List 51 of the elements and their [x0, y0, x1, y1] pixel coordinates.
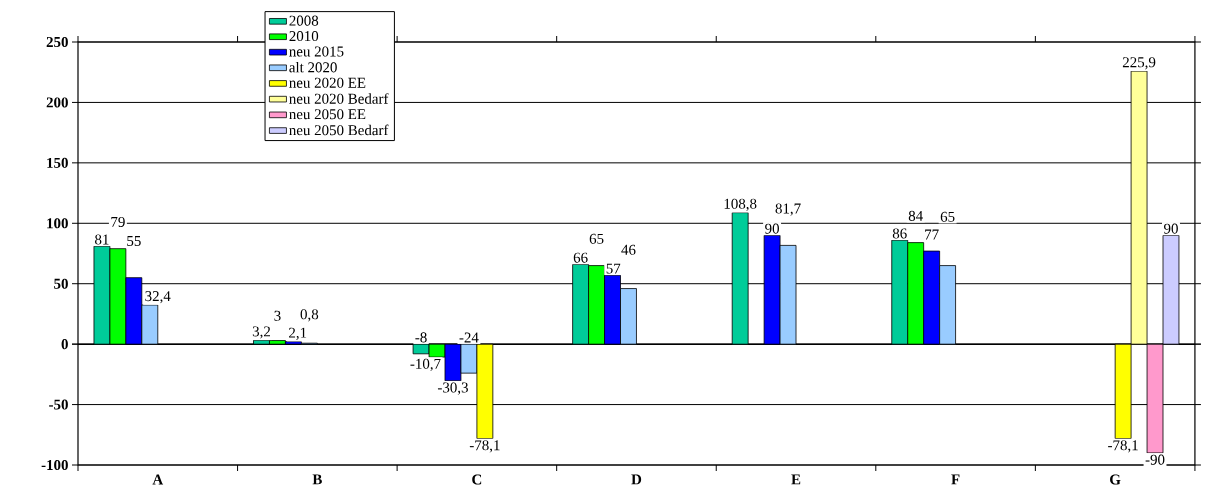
data-label: 57	[606, 263, 621, 274]
data-label: 84	[908, 210, 923, 221]
data-label: 65	[940, 211, 955, 222]
x-tick-label: G	[1110, 474, 1121, 485]
data-label: 65	[589, 233, 604, 244]
data-label: -30,3	[437, 382, 468, 395]
data-label: 2,1	[289, 327, 307, 340]
data-label: 3	[274, 310, 281, 321]
x-tick-label: C	[472, 474, 482, 485]
data-label: -78,1	[1108, 440, 1138, 453]
data-label: 108,8	[724, 198, 757, 211]
data-label: 79	[111, 216, 125, 227]
data-label: 55	[127, 236, 141, 246]
data-label: 225,9	[1122, 57, 1156, 70]
legend-label: neu 2020 EE	[289, 77, 366, 88]
legend-label: neu 2020 Bedarf	[289, 93, 389, 104]
y-tick-label: -100	[41, 459, 68, 471]
data-label: 0,8	[300, 309, 319, 322]
data-label: 32,4	[145, 291, 171, 304]
data-label: 90	[1164, 223, 1178, 234]
data-label: 77	[925, 229, 939, 240]
legend-label: neu 2015	[289, 46, 344, 57]
y-tick-label: -50	[49, 399, 68, 410]
y-tick-label: 50	[54, 278, 68, 289]
legend-label: alt 2020	[289, 61, 337, 73]
y-tick-label: 100	[47, 218, 68, 229]
data-label: -90	[1145, 454, 1165, 465]
y-tick-label: 200	[46, 97, 68, 108]
legend-label: 2008	[289, 15, 319, 26]
data-label: 46	[621, 244, 636, 255]
y-tick-label: 250	[46, 36, 68, 48]
data-label: 3,2	[252, 326, 270, 339]
legend-label: neu 2050 EE	[289, 109, 366, 120]
data-label: 81,7	[775, 203, 801, 216]
y-tick-label: 150	[47, 157, 68, 168]
data-label: -24	[459, 332, 479, 343]
x-tick-label: D	[631, 474, 642, 485]
data-label: -8	[415, 332, 427, 343]
data-label: 81	[95, 234, 109, 245]
x-tick-label: B	[312, 474, 322, 485]
x-tick-label: A	[152, 474, 164, 485]
data-label: 66	[573, 252, 588, 263]
x-tick-label: F	[951, 474, 960, 485]
legend-label: 2010	[289, 31, 319, 42]
y-tick-label: 0	[61, 339, 68, 350]
legend-label: neu 2050 Bedarf	[289, 124, 389, 136]
data-label: 90	[765, 223, 779, 234]
data-label: -10,7	[410, 358, 441, 372]
data-label: -78,1	[469, 440, 500, 453]
x-tick-label: E	[791, 474, 801, 485]
data-label: 86	[892, 228, 907, 239]
